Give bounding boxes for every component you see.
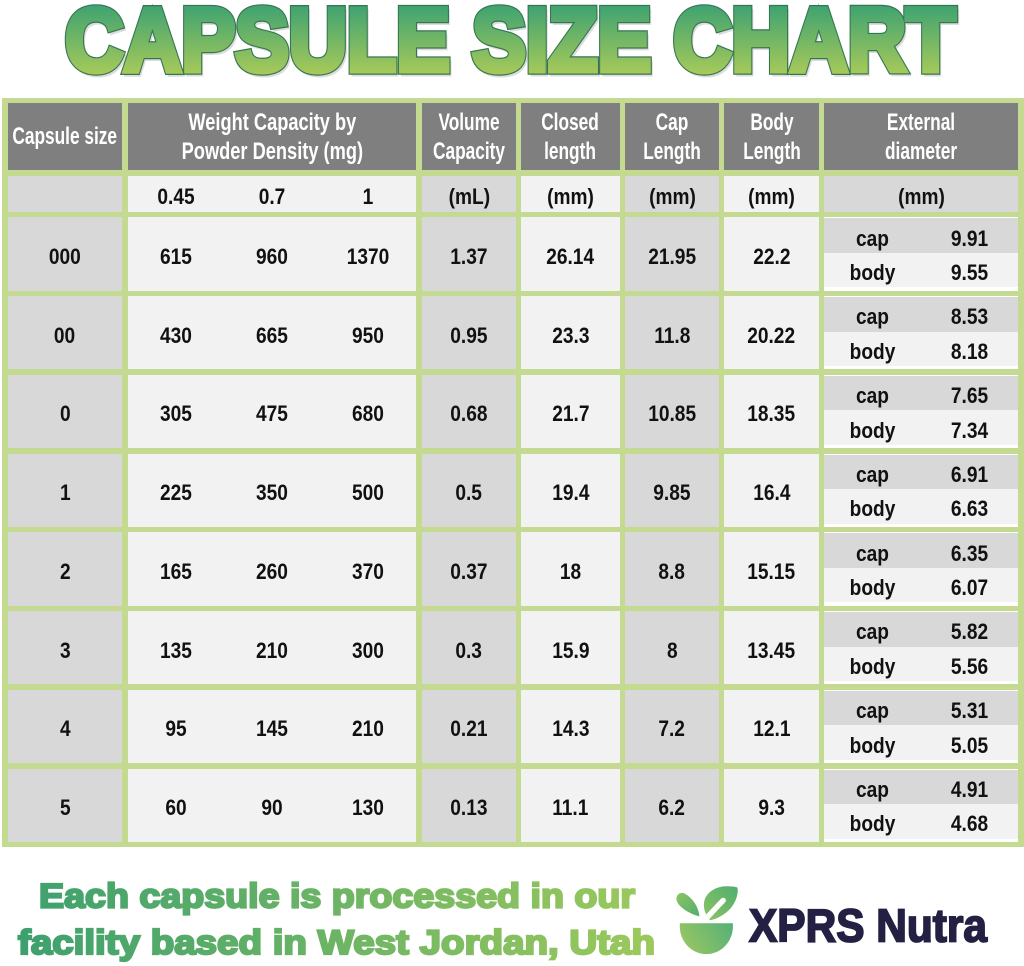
svg-text:CAPSULE SIZE CHART: CAPSULE SIZE CHART <box>67 0 957 93</box>
svg-text:XPRS Nutra: XPRS Nutra <box>749 900 987 952</box>
svg-text:CAPSULE SIZE CHART: CAPSULE SIZE CHART <box>65 0 955 90</box>
svg-text:CAPSULE SIZE CHART: CAPSULE SIZE CHART <box>65 0 955 90</box>
svg-text:facility based in West Jordan,: facility based in West Jordan, Utah <box>18 924 655 962</box>
svg-text:Each capsule is processed in o: Each capsule is processed in our <box>39 878 635 916</box>
